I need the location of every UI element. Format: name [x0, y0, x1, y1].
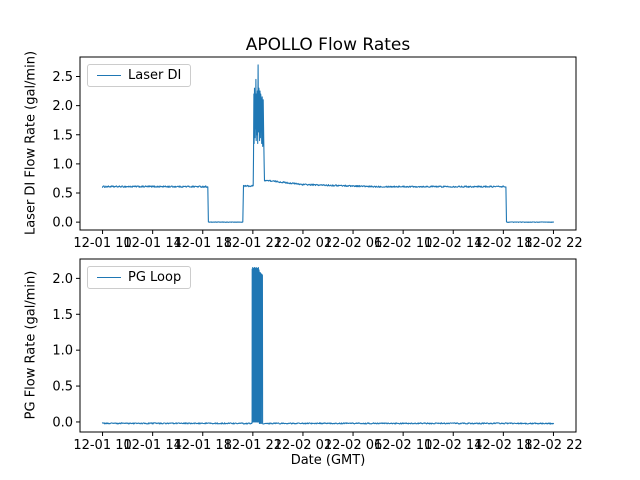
pg-ylabel: PG Flow Rate (gal/min)	[23, 270, 39, 420]
svg-text:12-02 06: 12-02 06	[324, 236, 382, 251]
svg-text:12-02 14: 12-02 14	[424, 236, 482, 251]
svg-text:12-02 14: 12-02 14	[424, 438, 482, 453]
svg-text:12-02 10: 12-02 10	[374, 236, 432, 251]
laser-di-legend: Laser DI	[87, 64, 192, 87]
svg-text:0.5: 0.5	[52, 187, 73, 202]
svg-text:1.0: 1.0	[52, 157, 73, 172]
svg-text:0.0: 0.0	[52, 216, 73, 231]
svg-text:12-02 22: 12-02 22	[524, 438, 582, 453]
svg-text:12-02 22: 12-02 22	[524, 236, 582, 251]
svg-text:12-01 14: 12-01 14	[123, 236, 181, 251]
laser-di-legend-label: Laser DI	[128, 68, 182, 83]
svg-text:12-02 18: 12-02 18	[474, 438, 532, 453]
svg-text:12-01 18: 12-01 18	[174, 438, 232, 453]
pg-loop-legend-label: PG Loop	[128, 270, 182, 285]
x-axis-label: Date (GMT)	[290, 453, 366, 468]
svg-text:2.0: 2.0	[52, 272, 73, 287]
svg-text:0.5: 0.5	[52, 380, 73, 395]
svg-text:12-01 10: 12-01 10	[73, 438, 131, 453]
svg-text:12-02 10: 12-02 10	[374, 438, 432, 453]
svg-text:12-01 22: 12-01 22	[224, 438, 282, 453]
svg-text:1.5: 1.5	[52, 308, 73, 323]
svg-text:2.5: 2.5	[52, 70, 73, 85]
laser-di-ylabel: Laser DI Flow Rate (gal/min)	[23, 50, 39, 236]
svg-text:12-02 18: 12-02 18	[474, 236, 532, 251]
figure-title: APOLLO Flow Rates	[245, 35, 411, 55]
svg-text:0.0: 0.0	[52, 415, 73, 430]
laser-di-legend-line-icon	[97, 75, 121, 76]
svg-text:12-01 22: 12-01 22	[224, 236, 282, 251]
svg-text:12-02 06: 12-02 06	[324, 438, 382, 453]
svg-text:12-02 02: 12-02 02	[274, 236, 332, 251]
svg-text:1.0: 1.0	[52, 344, 73, 359]
svg-text:12-02 02: 12-02 02	[274, 438, 332, 453]
pg-loop-legend: PG Loop	[87, 266, 192, 289]
pg-loop-legend-line-icon	[97, 277, 121, 278]
svg-text:2.0: 2.0	[52, 99, 73, 114]
svg-text:12-01 14: 12-01 14	[123, 438, 181, 453]
svg-text:12-01 10: 12-01 10	[73, 236, 131, 251]
svg-text:12-01 18: 12-01 18	[174, 236, 232, 251]
svg-text:1.5: 1.5	[52, 128, 73, 143]
